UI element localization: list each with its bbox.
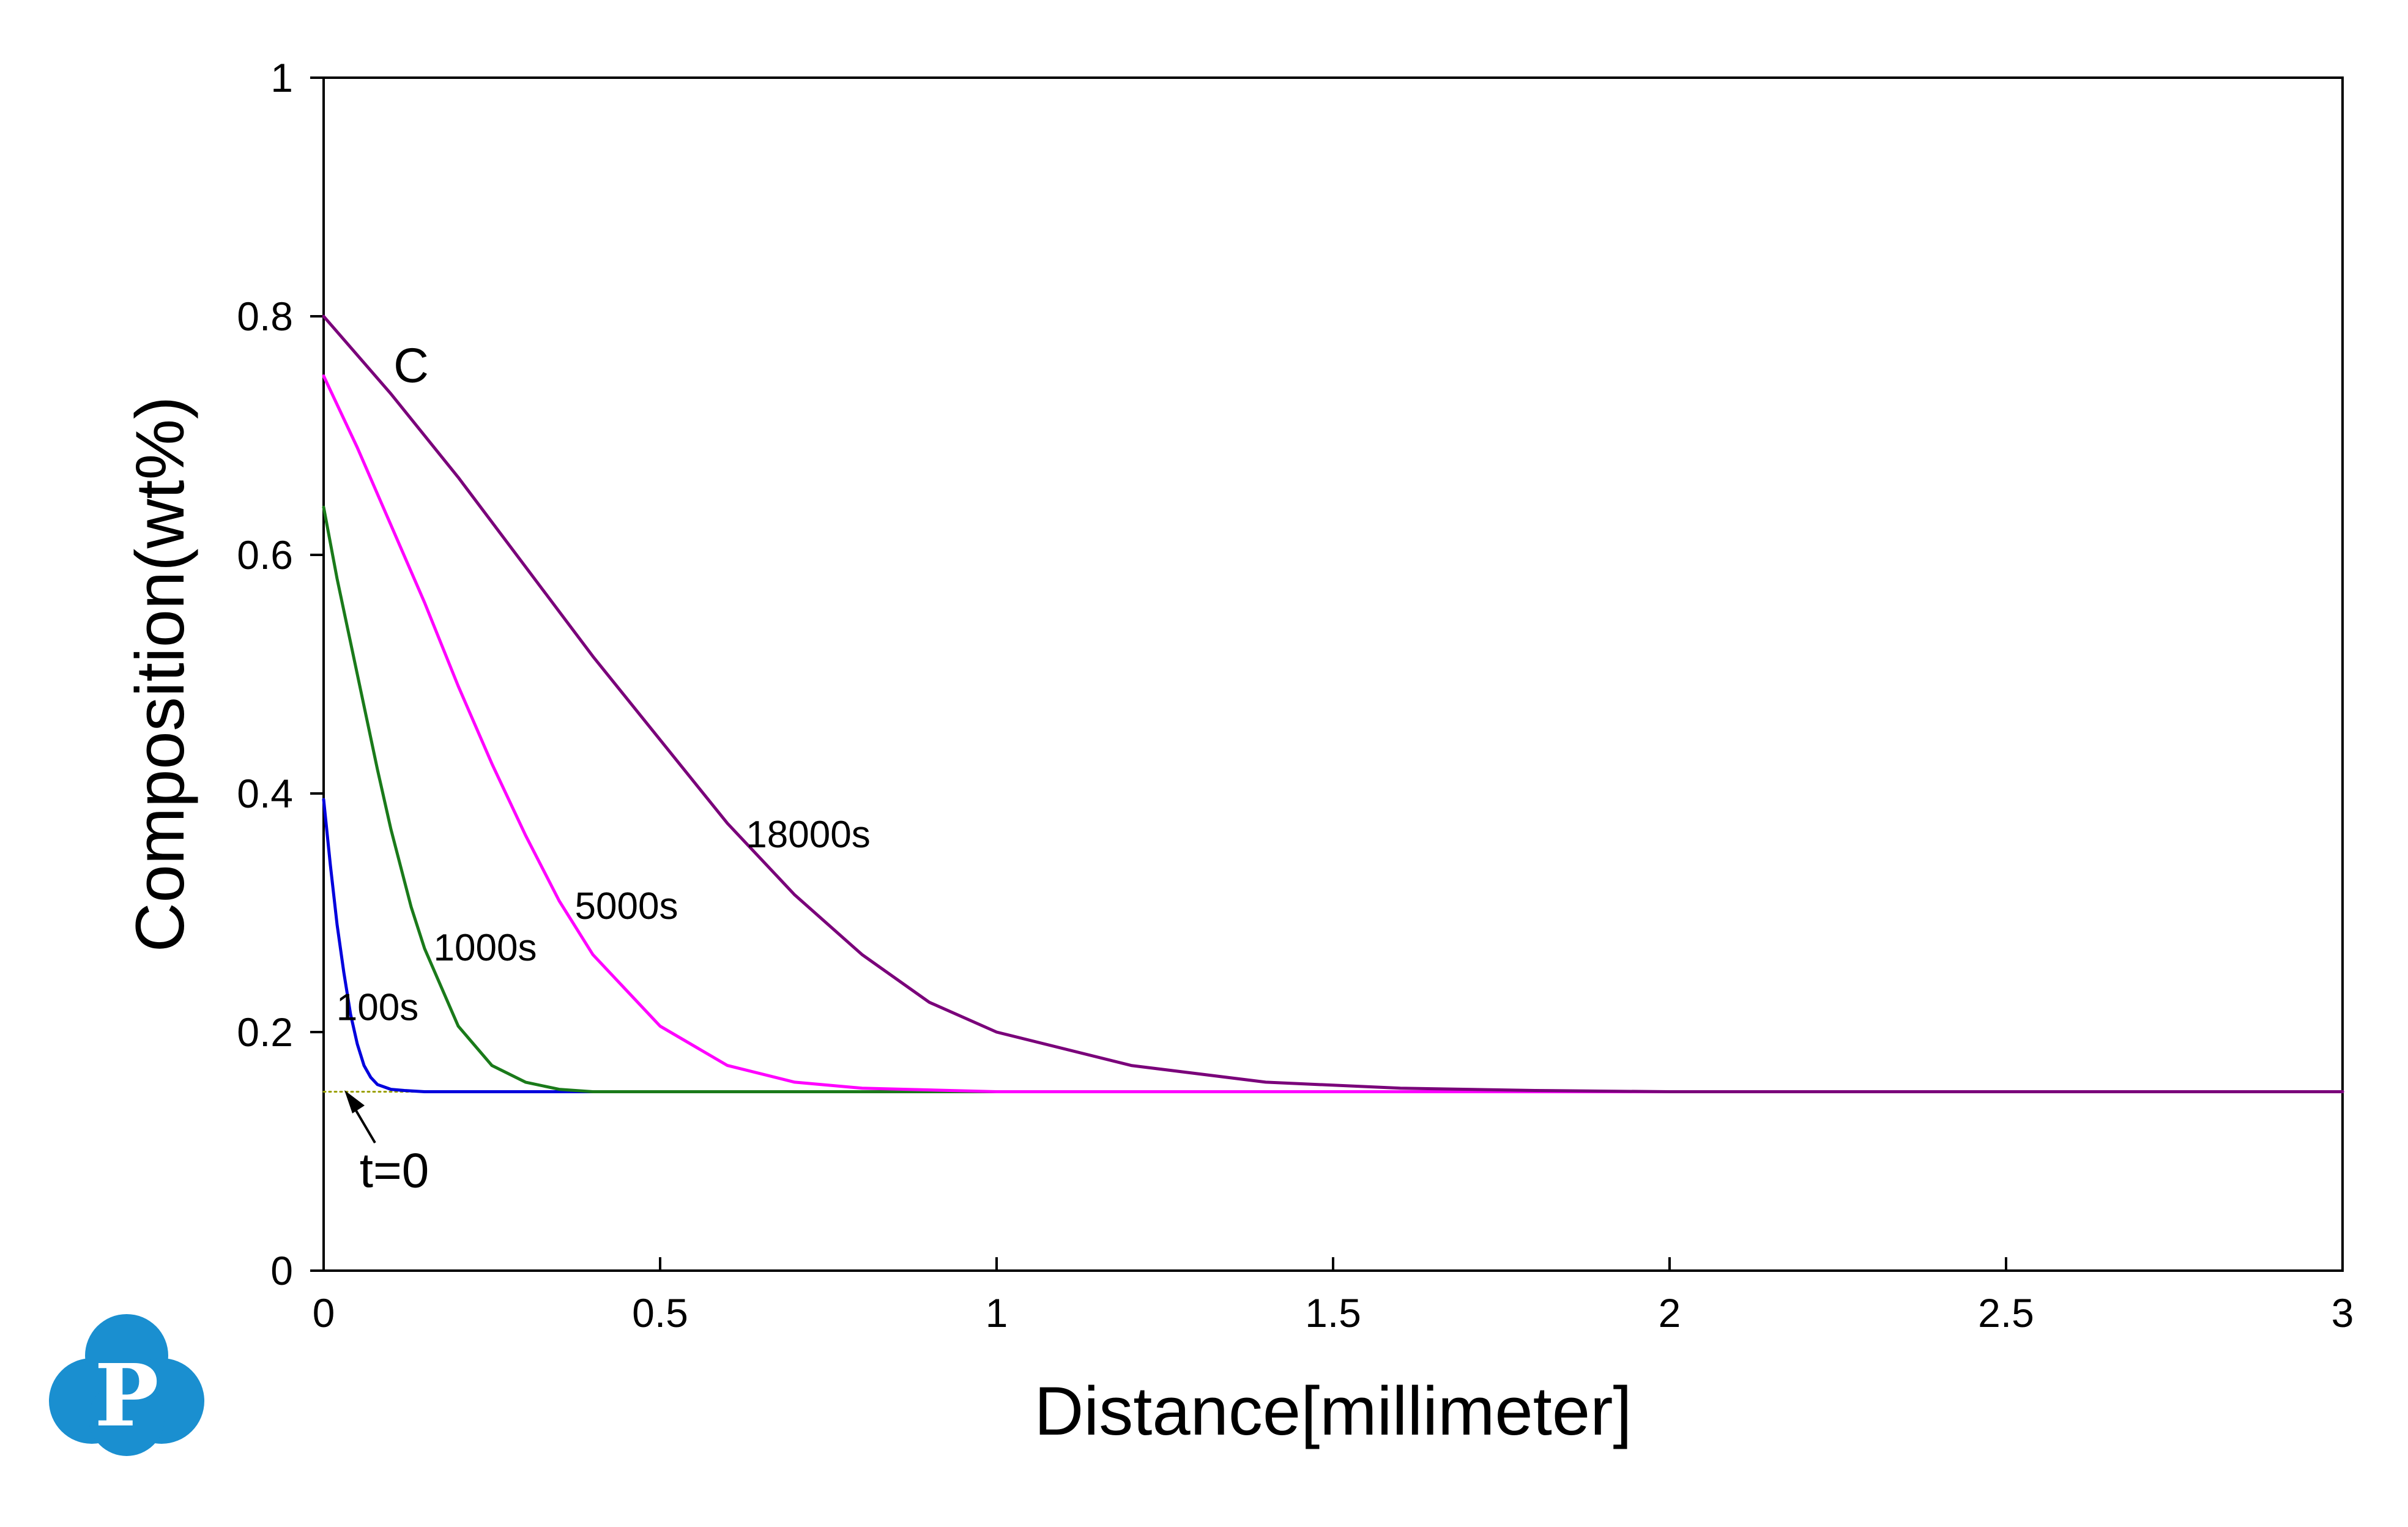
annotation-label: 18000s [746, 814, 870, 856]
x-tick-label: 0 [313, 1290, 335, 1336]
annotation-label: 100s [336, 987, 418, 1029]
t0-arrow-head [344, 1090, 365, 1113]
series-line-18000s [322, 314, 2344, 1093]
y-tick-label: 0.8 [237, 294, 293, 339]
y-tick-label: 0 [270, 1248, 293, 1293]
x-axis-title: Distance[millimeter] [1034, 1373, 1632, 1449]
y-tick-label: 1 [270, 55, 293, 100]
annotation-label: C [393, 338, 429, 392]
y-axis-title: Composition(wt%) [122, 396, 198, 953]
series-group [322, 314, 2344, 1093]
t0-arrow-shaft [354, 1107, 376, 1144]
x-tick-label: 2.5 [1978, 1290, 2034, 1336]
logo-icon: P [49, 1314, 204, 1456]
y-tick-label: 0.2 [237, 1009, 293, 1055]
x-tick-label: 1.5 [1305, 1290, 1361, 1336]
annotation-label: 5000s [575, 885, 678, 927]
x-tick-label: 1 [986, 1290, 1008, 1336]
y-tick-label: 0.4 [237, 771, 293, 816]
series-line-5000s [322, 374, 2344, 1093]
x-tick-label: 3 [2332, 1290, 2354, 1336]
x-tick-label: 2 [1659, 1290, 1681, 1336]
annotation-label: t=0 [360, 1143, 429, 1198]
series-line-100s [322, 798, 2344, 1093]
logo-letter: P [94, 1346, 158, 1446]
curve-annotations: 100s 1000s 5000s 18000s Ct=0 [336, 338, 871, 1197]
y-tick-label: 0.6 [237, 532, 293, 578]
series-line-1000s [322, 505, 2344, 1093]
annotation-label: 1000s [434, 927, 537, 969]
x-tick-label: 0.5 [632, 1290, 688, 1336]
axis-ticks: 0 0.5 1 1.5 2 2.5 3 0 0.2 0.4 0.6 0.8 1 [237, 55, 2354, 1336]
